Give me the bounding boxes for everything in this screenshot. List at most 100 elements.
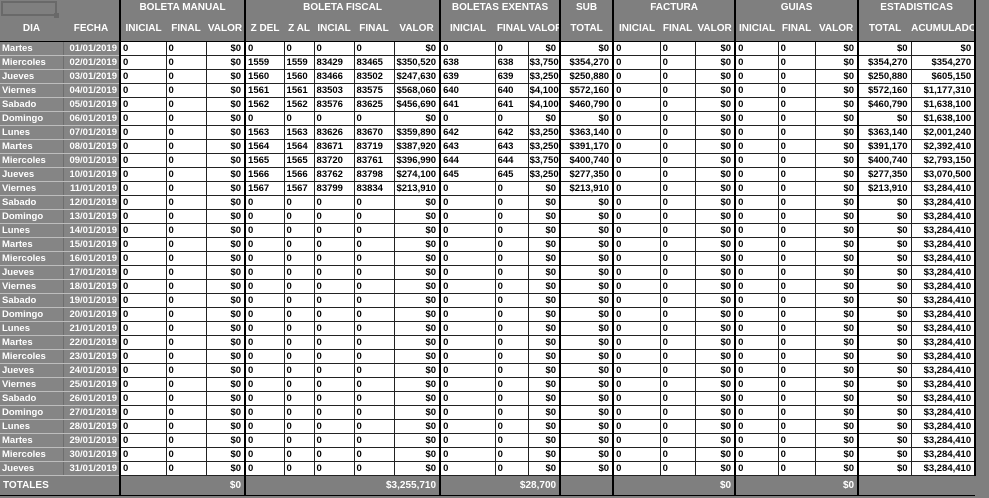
be-final-cell[interactable]: 640 [494, 83, 529, 98]
gu-valor-cell[interactable]: $0 [814, 41, 859, 56]
zdel-cell[interactable]: 0 [244, 335, 285, 350]
bm-inicial-cell[interactable]: 0 [119, 153, 167, 168]
bf-final-cell[interactable]: 0 [353, 209, 395, 224]
bm-final-cell[interactable]: 0 [165, 363, 207, 378]
fecha-cell[interactable]: 20/01/2019 [63, 307, 121, 322]
bf-inicial-cell[interactable]: 83799 [313, 181, 355, 196]
fa-final-cell[interactable]: 0 [659, 139, 696, 154]
bf-inicial-cell[interactable]: 83503 [313, 83, 355, 98]
bf-valor-cell[interactable]: $0 [393, 237, 441, 252]
fa-valor-cell[interactable]: $0 [694, 321, 736, 336]
bm-inicial-cell[interactable]: 0 [119, 447, 167, 462]
bm-inicial-cell[interactable]: 0 [119, 293, 167, 308]
acumulado-cell[interactable]: $3,284,410 [910, 293, 977, 308]
bm-inicial-cell[interactable]: 0 [119, 111, 167, 126]
est-total-cell[interactable]: $0 [857, 447, 912, 462]
gu-final-cell[interactable]: 0 [777, 447, 816, 462]
zdel-cell[interactable]: 0 [244, 41, 285, 56]
fa-inicial-cell[interactable]: 0 [612, 237, 661, 252]
est-total-cell[interactable]: $0 [857, 237, 912, 252]
fa-final-cell[interactable]: 0 [659, 447, 696, 462]
fecha-cell[interactable]: 13/01/2019 [63, 209, 121, 224]
zal-cell[interactable]: 0 [283, 447, 315, 462]
fa-inicial-cell[interactable]: 0 [612, 195, 661, 210]
day-cell[interactable]: Sabado [0, 293, 64, 308]
be-final-cell[interactable]: 0 [494, 335, 529, 350]
bf-final-cell[interactable]: 0 [353, 265, 395, 280]
be-inicial-cell[interactable]: 0 [439, 321, 496, 336]
zdel-cell[interactable]: 0 [244, 251, 285, 266]
be-valor-cell[interactable]: $0 [527, 209, 561, 224]
subtotal-cell[interactable]: $391,170 [559, 139, 614, 154]
zdel-cell[interactable]: 1561 [244, 83, 285, 98]
gu-valor-cell[interactable]: $0 [814, 237, 859, 252]
be-final-cell[interactable]: 643 [494, 139, 529, 154]
fa-final-cell[interactable]: 0 [659, 153, 696, 168]
zal-cell[interactable]: 0 [283, 321, 315, 336]
zal-cell[interactable]: 1566 [283, 167, 315, 182]
est-total-cell[interactable]: $277,350 [857, 167, 912, 182]
fa-final-cell[interactable]: 0 [659, 41, 696, 56]
gu-final-cell[interactable]: 0 [777, 153, 816, 168]
gu-inicial-cell[interactable]: 0 [734, 405, 779, 420]
fecha-cell[interactable]: 26/01/2019 [63, 391, 121, 406]
fa-final-cell[interactable]: 0 [659, 265, 696, 280]
be-inicial-cell[interactable]: 642 [439, 125, 496, 140]
gu-inicial-cell[interactable]: 0 [734, 181, 779, 196]
acumulado-cell[interactable]: $3,284,410 [910, 321, 977, 336]
bm-final-cell[interactable]: 0 [165, 55, 207, 70]
fa-final-cell[interactable]: 0 [659, 55, 696, 70]
subtotal-cell[interactable]: $0 [559, 363, 614, 378]
bm-final-cell[interactable]: 0 [165, 265, 207, 280]
be-valor-cell[interactable]: $0 [527, 195, 561, 210]
est-total-cell[interactable]: $391,170 [857, 139, 912, 154]
be-inicial-cell[interactable]: 0 [439, 41, 496, 56]
zal-cell[interactable]: 1564 [283, 139, 315, 154]
fecha-cell[interactable]: 15/01/2019 [63, 237, 121, 252]
fa-valor-cell[interactable]: $0 [694, 167, 736, 182]
bm-inicial-cell[interactable]: 0 [119, 83, 167, 98]
be-valor-cell[interactable]: $0 [527, 321, 561, 336]
bm-inicial-cell[interactable]: 0 [119, 69, 167, 84]
fa-inicial-cell[interactable]: 0 [612, 335, 661, 350]
zal-cell[interactable]: 1562 [283, 97, 315, 112]
bf-inicial-cell[interactable]: 0 [313, 335, 355, 350]
be-valor-cell[interactable]: $3,750 [527, 55, 561, 70]
gu-inicial-cell[interactable]: 0 [734, 237, 779, 252]
bf-valor-cell[interactable]: $0 [393, 265, 441, 280]
gu-valor-cell[interactable]: $0 [814, 111, 859, 126]
gu-inicial-cell[interactable]: 0 [734, 55, 779, 70]
bm-valor-cell[interactable]: $0 [205, 363, 246, 378]
bf-inicial-cell[interactable]: 0 [313, 111, 355, 126]
acumulado-cell[interactable]: $354,270 [910, 55, 977, 70]
acumulado-cell[interactable]: $3,284,410 [910, 433, 977, 448]
be-final-cell[interactable]: 0 [494, 111, 529, 126]
zdel-cell[interactable]: 1567 [244, 181, 285, 196]
zal-cell[interactable]: 0 [283, 307, 315, 322]
acumulado-cell[interactable]: $3,284,410 [910, 209, 977, 224]
bf-inicial-cell[interactable]: 0 [313, 447, 355, 462]
be-valor-cell[interactable]: $0 [527, 293, 561, 308]
be-valor-cell[interactable]: $0 [527, 461, 561, 476]
fa-inicial-cell[interactable]: 0 [612, 125, 661, 140]
bm-final-cell[interactable]: 0 [165, 181, 207, 196]
zdel-cell[interactable]: 1560 [244, 69, 285, 84]
bm-final-cell[interactable]: 0 [165, 209, 207, 224]
gu-valor-cell[interactable]: $0 [814, 181, 859, 196]
zal-cell[interactable]: 0 [283, 279, 315, 294]
est-total-cell[interactable]: $0 [857, 223, 912, 238]
bm-valor-cell[interactable]: $0 [205, 83, 246, 98]
be-final-cell[interactable]: 0 [494, 265, 529, 280]
day-cell[interactable]: Jueves [0, 461, 64, 476]
zdel-cell[interactable]: 0 [244, 447, 285, 462]
gu-valor-cell[interactable]: $0 [814, 83, 859, 98]
fa-inicial-cell[interactable]: 0 [612, 405, 661, 420]
bm-valor-cell[interactable]: $0 [205, 69, 246, 84]
gu-final-cell[interactable]: 0 [777, 125, 816, 140]
day-cell[interactable]: Jueves [0, 363, 64, 378]
gu-valor-cell[interactable]: $0 [814, 391, 859, 406]
acumulado-cell[interactable]: $3,284,410 [910, 195, 977, 210]
selection-box[interactable] [1, 1, 59, 18]
bm-inicial-cell[interactable]: 0 [119, 419, 167, 434]
bm-inicial-cell[interactable]: 0 [119, 251, 167, 266]
